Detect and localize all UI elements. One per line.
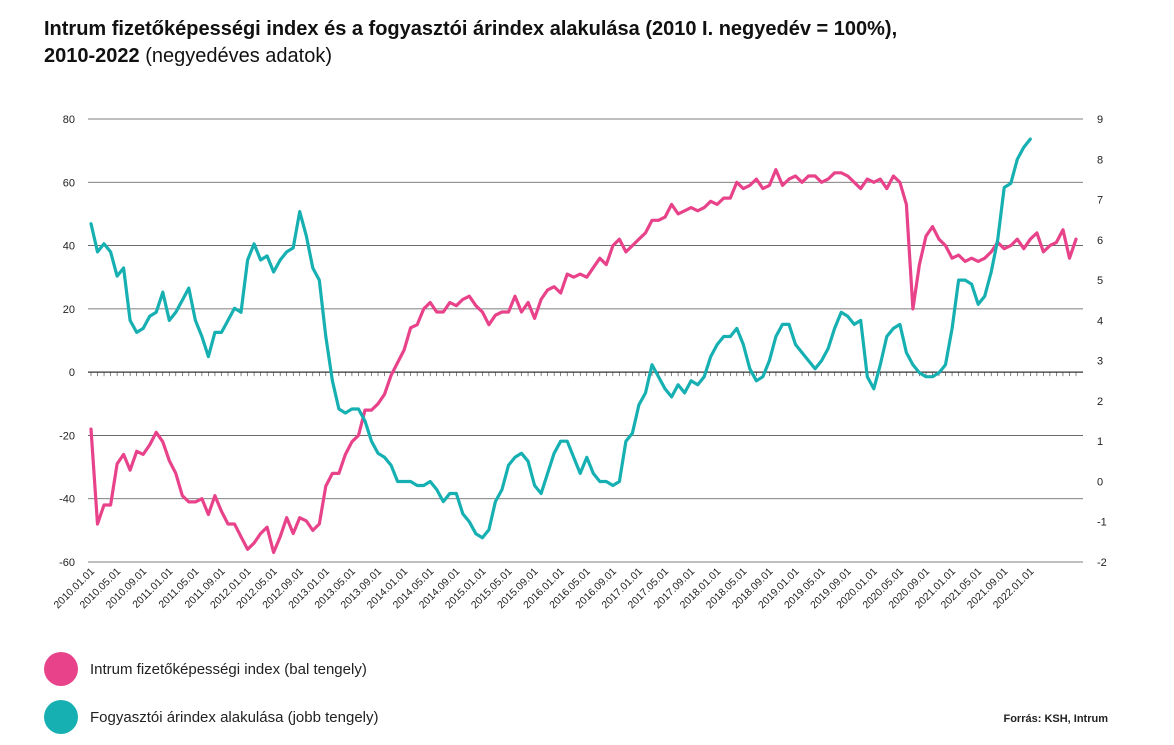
right-tick-label: -2	[1097, 557, 1107, 569]
left-tick-label: -60	[59, 557, 75, 569]
title-note: (negyedéves adatok)	[139, 45, 332, 67]
right-tick-label: 9	[1097, 114, 1103, 126]
legend-label-intrum: Intrum fizetőképességi index (bal tengel…	[90, 660, 367, 678]
right-tick-label: 3	[1097, 356, 1103, 368]
source-note: Forrás: KSH, Intrum	[1003, 713, 1108, 725]
right-tick-label: 8	[1097, 154, 1103, 166]
legend-marker-pink	[44, 652, 78, 686]
left-tick-label: -20	[59, 430, 75, 442]
right-tick-label: -1	[1097, 517, 1107, 529]
title-main: Intrum fizetőképességi index és a fogyas…	[44, 18, 898, 40]
left-tick-label: 60	[63, 177, 75, 189]
right-tick-label: 0	[1097, 476, 1103, 488]
right-tick-label: 7	[1097, 195, 1103, 207]
left-tick-label: -40	[59, 494, 75, 506]
left-tick-label: 0	[69, 367, 75, 379]
x-axis-labels: 2010.01.012010.05.012010.09.012011.01.01…	[51, 566, 1036, 612]
series-lines	[89, 137, 1078, 555]
right-tick-label: 1	[1097, 436, 1103, 448]
left-tick-label: 40	[63, 241, 75, 253]
legend-label-cpi: Fogyasztói árindex alakulása (jobb tenge…	[90, 708, 379, 726]
left-tick-label: 80	[63, 114, 75, 126]
chart-title: Intrum fizetőképességi index és a fogyas…	[44, 16, 1144, 70]
series-line-intrum	[89, 168, 1078, 555]
legend-item-intrum: Intrum fizetőképességi index (bal tengel…	[44, 652, 367, 686]
x-axis-ticks	[90, 372, 1077, 377]
right-tick-label: 5	[1097, 275, 1103, 287]
left-axis-ticks: 80 60 40 20 0 -20 -40 -60	[59, 114, 75, 569]
right-tick-label: 2	[1097, 396, 1103, 408]
right-tick-label: 6	[1097, 235, 1103, 247]
right-axis-ticks: 9 8 7 6 5 4 3 2 1 0 -1 -2	[1097, 114, 1107, 569]
title-years: 2010-2022	[44, 45, 140, 67]
line-chart: 80 60 40 20 0 -20 -40 -60 9 8 7 6 5 4 3 2 1 0 -1 -2 2010.0…	[51, 114, 1107, 612]
gridlines	[88, 118, 1083, 563]
legend-item-cpi: Fogyasztói árindex alakulása (jobb tenge…	[44, 700, 379, 734]
legend-marker-teal	[44, 700, 78, 734]
series-line-cpi	[89, 137, 1032, 540]
left-tick-label: 20	[63, 304, 75, 316]
right-tick-label: 4	[1097, 315, 1103, 327]
